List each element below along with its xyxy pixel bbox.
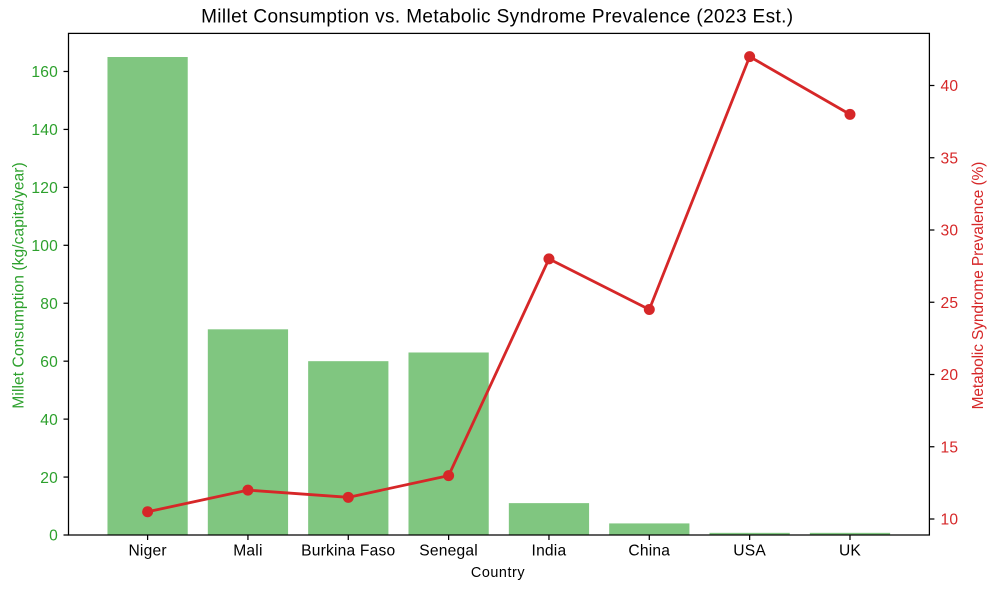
svg-text:Metabolic Syndrome Prevalence: Metabolic Syndrome Prevalence (%) xyxy=(970,162,987,410)
svg-text:160: 160 xyxy=(31,64,58,81)
svg-text:Country: Country xyxy=(471,565,525,581)
svg-text:30: 30 xyxy=(941,223,959,240)
svg-text:140: 140 xyxy=(31,122,58,139)
svg-text:Millet Consumption (kg/capita/: Millet Consumption (kg/capita/year) xyxy=(11,162,28,408)
svg-text:India: India xyxy=(532,543,567,560)
svg-text:40: 40 xyxy=(40,412,58,429)
svg-text:25: 25 xyxy=(941,295,959,312)
svg-text:40: 40 xyxy=(941,78,959,95)
svg-text:60: 60 xyxy=(40,354,58,371)
svg-text:China: China xyxy=(628,543,670,560)
svg-text:100: 100 xyxy=(31,238,58,255)
svg-text:35: 35 xyxy=(941,150,959,167)
svg-text:120: 120 xyxy=(31,180,58,197)
svg-text:Niger: Niger xyxy=(128,543,166,560)
svg-text:10: 10 xyxy=(941,512,959,529)
svg-text:Millet Consumption vs. Metabol: Millet Consumption vs. Metabolic Syndrom… xyxy=(201,6,793,27)
svg-text:0: 0 xyxy=(49,528,58,545)
svg-text:Burkina Faso: Burkina Faso xyxy=(301,543,395,560)
svg-text:20: 20 xyxy=(941,367,959,384)
svg-text:80: 80 xyxy=(40,296,58,313)
svg-text:Senegal: Senegal xyxy=(419,543,478,560)
svg-text:15: 15 xyxy=(941,439,959,456)
svg-text:USA: USA xyxy=(733,543,766,560)
svg-text:UK: UK xyxy=(839,543,861,560)
svg-text:Mali: Mali xyxy=(233,543,262,560)
svg-text:20: 20 xyxy=(40,470,58,487)
